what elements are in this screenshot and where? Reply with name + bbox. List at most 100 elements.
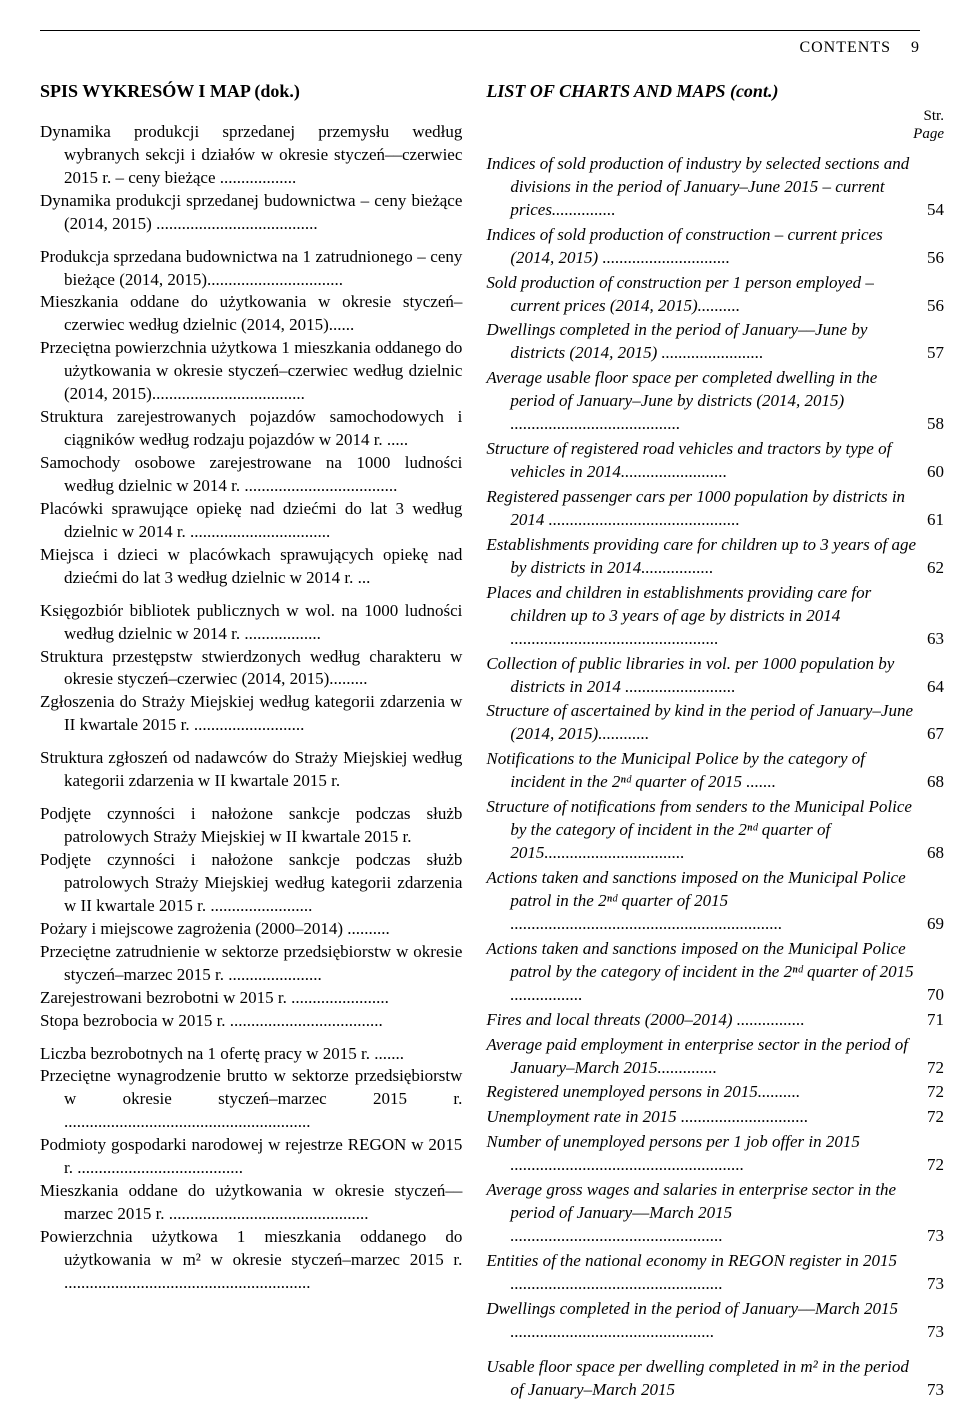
entry-page: 57 [921, 342, 944, 365]
entry-page: 70 [921, 984, 944, 1007]
entry-page: 68 [921, 771, 944, 794]
entry-text: Number of unemployed persons per 1 job o… [486, 1131, 921, 1177]
header-rule [40, 30, 920, 31]
entry-page: 54 [921, 199, 944, 222]
toc-entry: Podjęte czynności i nałożone sankcje pod… [40, 803, 462, 849]
toc-entry: Struktura przestępstw stwierdzonych wedł… [40, 646, 462, 692]
entry-text: Actions taken and sanctions imposed on t… [486, 867, 921, 936]
entry-text: Registered unemployed persons in 2015...… [486, 1081, 800, 1104]
entry-text: Unemployment rate in 2015 ..............… [486, 1106, 808, 1129]
entry-text: Dwellings completed in the period of Jan… [486, 1298, 921, 1344]
toc-entry: Dynamika produkcji sprzedanej budownictw… [40, 190, 462, 236]
entry-text: Indices of sold production of constructi… [486, 224, 921, 270]
entry-text: Sold production of construction per 1 pe… [486, 272, 921, 318]
toc-entry: Establishments providing care for childr… [486, 534, 944, 580]
toc-entry: Places and children in establishments pr… [486, 582, 944, 651]
toc-entry: Produkcja sprzedana budownictwa na 1 zat… [40, 246, 462, 292]
entry-text: Establishments providing care for childr… [486, 534, 921, 580]
toc-entry: Podmioty gospodarki narodowej w rejestrz… [40, 1134, 462, 1180]
toc-entry: Zgłoszenia do Straży Miejskiej według ka… [40, 691, 462, 737]
toc-entry: Number of unemployed persons per 1 job o… [486, 1131, 944, 1177]
toc-entry: Entities of the national economy in REGO… [486, 1250, 944, 1296]
entry-text: Fires and local threats (2000–2014) ....… [486, 1009, 804, 1032]
content-columns: SPIS WYKRESÓW I MAP (dok.) Dynamika prod… [40, 79, 920, 1404]
toc-entry: Dwellings completed in the period of Jan… [486, 1298, 944, 1344]
toc-entry: Actions taken and sanctions imposed on t… [486, 867, 944, 936]
toc-entry: Indices of sold production of constructi… [486, 224, 944, 270]
entry-text: Average paid employment in enterprise se… [486, 1034, 921, 1080]
toc-entry: Samochody osobowe zarejestrowane na 1000… [40, 452, 462, 498]
toc-entry: Fires and local threats (2000–2014) ....… [486, 1009, 944, 1032]
toc-entry: Przeciętna powierzchnia użytkowa 1 miesz… [40, 337, 462, 406]
entry-page: 62 [921, 557, 944, 580]
toc-entry: Miejsca i dzieci w placówkach sprawujący… [40, 544, 462, 590]
toc-entry: Zarejestrowani bezrobotni w 2015 r. ....… [40, 987, 462, 1010]
entry-page: 69 [921, 913, 944, 936]
entry-page: 71 [921, 1009, 944, 1032]
right-title: LIST OF CHARTS AND MAPS (cont.) [486, 79, 944, 103]
left-title: SPIS WYKRESÓW I MAP (dok.) [40, 79, 462, 103]
toc-entry: Księgozbiór bibliotek publicznych w wol.… [40, 600, 462, 646]
entry-page: 64 [921, 676, 944, 699]
toc-entry: Struktura zarejestrowanych pojazdów samo… [40, 406, 462, 452]
entry-page: 61 [921, 509, 944, 532]
str-page-label: Str. Page [486, 107, 944, 143]
str-label: Str. [924, 108, 944, 124]
toc-entry: Actions taken and sanctions imposed on t… [486, 938, 944, 1007]
entry-page: 73 [921, 1321, 944, 1344]
entry-text: Average gross wages and salaries in ente… [486, 1179, 921, 1248]
toc-entry: Stopa bezrobocia w 2015 r. .............… [40, 1010, 462, 1033]
toc-entry: Collection of public libraries in vol. p… [486, 653, 944, 699]
toc-entry: Registered unemployed persons in 2015...… [486, 1081, 944, 1104]
toc-entry: Registered passenger cars per 1000 popul… [486, 486, 944, 532]
entry-page: 58 [921, 413, 944, 436]
entry-text: Notifications to the Municipal Police by… [486, 748, 921, 794]
toc-entry: Indices of sold production of industry b… [486, 153, 944, 222]
toc-entry: Podjęte czynności i nałożone sankcje pod… [40, 849, 462, 918]
toc-entry: Average paid employment in enterprise se… [486, 1034, 944, 1080]
entry-text: Dwellings completed in the period of Jan… [486, 319, 921, 365]
right-column: LIST OF CHARTS AND MAPS (cont.) Str. Pag… [486, 79, 944, 1404]
toc-entry: Unemployment rate in 2015 ..............… [486, 1106, 944, 1129]
left-entries: Dynamika produkcji sprzedanej przemysłu … [40, 121, 462, 1295]
header-page: 9 [911, 39, 920, 56]
entry-text: Actions taken and sanctions imposed on t… [486, 938, 921, 1007]
toc-entry: Przeciętne zatrudnienie w sektorze przed… [40, 941, 462, 987]
toc-entry: Usable floor space per dwelling complete… [486, 1356, 944, 1402]
entry-text: Usable floor space per dwelling complete… [486, 1356, 921, 1402]
header-text: CONTENTS [799, 39, 891, 56]
toc-entry: Mieszkania oddane do użytkowania w okres… [40, 1180, 462, 1226]
entry-text: Collection of public libraries in vol. p… [486, 653, 921, 699]
entry-page: 56 [921, 247, 944, 270]
toc-entry: Dynamika produkcji sprzedanej przemysłu … [40, 121, 462, 190]
entry-text: Structure of notifications from senders … [486, 796, 921, 865]
entry-text: Entities of the national economy in REGO… [486, 1250, 921, 1296]
entry-text: Indices of sold production of industry b… [486, 153, 921, 222]
entry-text: Structure of ascertained by kind in the … [486, 700, 921, 746]
entry-text: Registered passenger cars per 1000 popul… [486, 486, 921, 532]
toc-entry: Structure of registered road vehicles an… [486, 438, 944, 484]
entry-page: 56 [921, 295, 944, 318]
entry-page: 72 [921, 1057, 944, 1080]
entry-page: 72 [921, 1081, 944, 1104]
entry-page: 72 [921, 1154, 944, 1177]
entry-page: 63 [921, 628, 944, 651]
toc-entry: Average gross wages and salaries in ente… [486, 1179, 944, 1248]
toc-entry: Powierzchnia użytkowa 1 mieszkania oddan… [40, 1226, 462, 1295]
toc-entry: Struktura zgłoszeń od nadawców do Straży… [40, 747, 462, 793]
entry-text: Places and children in establishments pr… [486, 582, 921, 651]
toc-entry: Placówki sprawujące opiekę nad dziećmi d… [40, 498, 462, 544]
toc-entry: Dwellings completed in the period of Jan… [486, 319, 944, 365]
toc-entry: Liczba bezrobotnych na 1 ofertę pracy w … [40, 1043, 462, 1066]
right-entries: Indices of sold production of industry b… [486, 153, 944, 1402]
toc-entry: Average usable floor space per completed… [486, 367, 944, 436]
toc-entry: Mieszkania oddane do użytkowania w okres… [40, 291, 462, 337]
entry-page: 73 [921, 1379, 944, 1402]
toc-entry: Pożary i miejscowe zagrożenia (2000–2014… [40, 918, 462, 941]
entry-text: Structure of registered road vehicles an… [486, 438, 921, 484]
toc-entry: Notifications to the Municipal Police by… [486, 748, 944, 794]
page-label: Page [913, 126, 944, 142]
running-header: CONTENTS 9 [40, 37, 920, 59]
entry-page: 60 [921, 461, 944, 484]
entry-page: 72 [921, 1106, 944, 1129]
